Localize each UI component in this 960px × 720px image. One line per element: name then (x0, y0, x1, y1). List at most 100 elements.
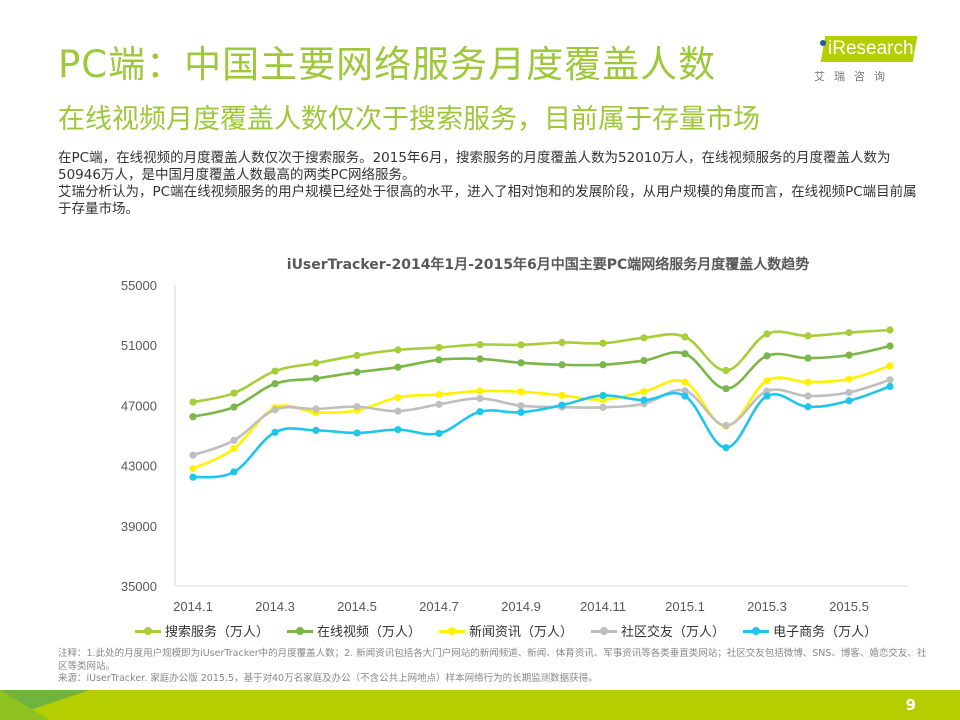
data-point-1 (722, 385, 730, 393)
chart-title: iUserTracker-2014年1月-2015年6月中国主要PC端网络服务月… (286, 257, 810, 273)
data-point-1 (640, 356, 648, 365)
data-point-4 (476, 408, 484, 416)
data-point-2 (476, 387, 484, 395)
data-point-1 (476, 355, 484, 363)
data-point-3 (681, 387, 689, 395)
legend-item: 搜索服务（万人） (135, 621, 269, 640)
data-point-3 (845, 388, 853, 397)
data-point-1 (804, 354, 812, 362)
data-point-1 (230, 403, 238, 411)
data-point-1 (599, 361, 607, 369)
legend-item: 社区交友（万人） (591, 621, 725, 640)
legend-marker-icon (743, 624, 770, 638)
data-point-4 (599, 391, 607, 400)
data-point-2 (845, 375, 853, 383)
data-point-0 (886, 326, 894, 334)
data-point-0 (763, 330, 771, 338)
x-tick-label: 2015.5 (829, 599, 869, 614)
page-subtitle: 在线视频月度覆盖人数仅次于搜索服务，目前属于存量市场 (58, 104, 760, 135)
data-point-4 (845, 397, 853, 405)
series-line-1 (192, 344, 891, 418)
data-point-2 (681, 378, 689, 386)
legend-label: 搜索服务（万人） (165, 625, 270, 640)
data-point-2 (230, 444, 238, 453)
data-point-3 (271, 406, 279, 414)
data-point-4 (517, 408, 525, 416)
data-point-1 (845, 351, 853, 359)
legend-label: 在线视频（万人） (317, 625, 422, 640)
data-point-4 (189, 473, 197, 481)
y-tick-label: 39000 (121, 519, 157, 534)
data-point-3 (353, 403, 361, 411)
data-point-0 (599, 339, 607, 347)
data-point-4 (722, 444, 730, 452)
legend-marker-icon (439, 624, 466, 638)
data-point-0 (230, 389, 238, 397)
legend-label: 社区交友（万人） (621, 625, 726, 640)
data-point-1 (353, 368, 361, 376)
data-point-4 (312, 426, 320, 434)
legend-marker-icon (591, 624, 618, 638)
legend-marker-icon (135, 624, 161, 638)
data-point-0 (189, 398, 197, 406)
x-tick-label: 2014.5 (337, 599, 377, 614)
x-tick-label: 2014.7 (419, 599, 459, 614)
y-tick-label: 51000 (121, 338, 157, 353)
data-point-2 (394, 393, 402, 402)
data-point-4 (435, 429, 443, 437)
legend-marker-icon (287, 624, 314, 638)
y-tick-label: 55000 (121, 278, 157, 293)
data-point-3 (599, 403, 607, 411)
note-text: 注释：1.此处的月度用户规模即为iUserTracker中的月度覆盖人数；2. … (58, 648, 927, 672)
data-point-1 (558, 361, 566, 369)
data-point-2 (435, 390, 443, 399)
data-point-3 (312, 405, 320, 413)
data-point-1 (312, 374, 320, 383)
footer-band: 9 (0, 690, 960, 720)
data-point-0 (804, 332, 812, 340)
data-point-4 (886, 382, 894, 391)
data-point-3 (394, 407, 402, 415)
data-point-1 (681, 350, 689, 358)
data-point-0 (394, 346, 402, 354)
legend-item: 电子商务（万人） (743, 621, 877, 640)
data-point-3 (189, 451, 197, 459)
data-point-3 (476, 394, 484, 403)
data-point-0 (271, 367, 279, 375)
body-paragraph-1: 在PC端，在线视频的月度覆盖人数仅次于搜索服务。2015年6月，搜索服务的月度覆… (58, 150, 891, 183)
data-point-0 (476, 340, 484, 349)
data-point-1 (435, 356, 443, 364)
logo-dot-icon (820, 40, 826, 46)
body-text: 在PC端，在线视频的月度覆盖人数仅次于搜索服务。2015年6月，搜索服务的月度覆… (58, 150, 918, 218)
data-point-4 (394, 426, 402, 434)
data-point-0 (640, 334, 648, 342)
data-point-2 (804, 378, 812, 386)
data-point-4 (804, 403, 812, 411)
data-point-3 (886, 376, 894, 384)
legend-label: 新闻资讯（万人） (469, 625, 574, 640)
data-point-1 (886, 342, 894, 350)
x-tick-label: 2015.1 (665, 599, 705, 614)
data-point-1 (517, 359, 525, 367)
y-tick-label: 43000 (121, 459, 157, 474)
data-point-4 (640, 396, 648, 404)
chart-legend: 搜索服务（万人） 在线视频（万人） 新闻资讯（万人） 社区交友（万人） 电子商务（万人） (135, 621, 877, 640)
data-point-0 (722, 366, 730, 375)
y-tick-label: 35000 (121, 579, 157, 594)
data-point-4 (681, 392, 689, 400)
data-point-2 (517, 388, 525, 396)
data-point-3 (722, 421, 730, 430)
data-point-3 (763, 387, 771, 395)
series-line-3 (192, 378, 891, 457)
logo-cn: 艾瑞咨询 (814, 70, 894, 83)
data-point-0 (681, 333, 689, 341)
data-point-2 (640, 388, 648, 396)
x-tick-label: 2014.9 (501, 599, 541, 614)
legend-item: 在线视频（万人） (287, 621, 421, 640)
data-point-4 (558, 401, 566, 409)
data-point-1 (189, 413, 197, 421)
legend-item: 新闻资讯（万人） (439, 621, 573, 640)
data-point-0 (517, 341, 525, 349)
source-text: 来源：iUserTracker. 家庭办公版 2015.5，基于对40万名家庭及… (58, 673, 598, 684)
